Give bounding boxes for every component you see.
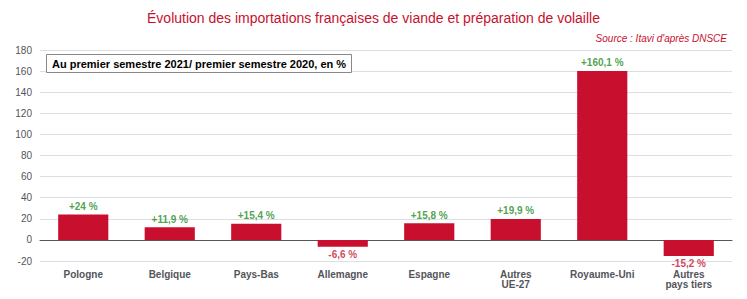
svg-text:pays tiers: pays tiers xyxy=(665,279,712,290)
svg-text:100: 100 xyxy=(15,129,32,140)
svg-text:0: 0 xyxy=(26,234,32,245)
svg-text:Espagne: Espagne xyxy=(408,269,450,280)
svg-text:+15,4 %: +15,4 % xyxy=(238,210,275,221)
svg-text:40: 40 xyxy=(21,192,33,203)
svg-text:120: 120 xyxy=(15,108,32,119)
svg-text:Autres: Autres xyxy=(499,268,532,280)
svg-text:-20: -20 xyxy=(18,256,33,267)
svg-text:+11,9 %: +11,9 % xyxy=(152,214,189,225)
svg-text:-6,6 %: -6,6 % xyxy=(328,249,357,260)
svg-text:60: 60 xyxy=(21,171,33,182)
svg-text:180: 180 xyxy=(15,45,32,56)
svg-text:+160,1 %: +160,1 % xyxy=(581,57,624,68)
svg-text:Allemagne: Allemagne xyxy=(317,269,368,280)
svg-text:UE-27: UE-27 xyxy=(502,279,531,290)
svg-text:Source : Itavi d'après DNSCE: Source : Itavi d'après DNSCE xyxy=(596,33,728,44)
svg-text:Pays-Bas: Pays-Bas xyxy=(234,269,279,280)
svg-text:Au premier semestre 2021/ prem: Au premier semestre 2021/ premier semest… xyxy=(52,58,346,70)
svg-text:160: 160 xyxy=(15,66,32,77)
svg-text:+15,8 %: +15,8 % xyxy=(411,210,448,221)
svg-text:Évolution des importations fra: Évolution des importations françaises de… xyxy=(147,10,600,26)
svg-text:+19,9 %: +19,9 % xyxy=(497,205,534,216)
svg-text:Belgique: Belgique xyxy=(149,269,192,280)
svg-text:Pologne: Pologne xyxy=(64,269,104,280)
svg-text:Autres: Autres xyxy=(672,268,705,280)
svg-text:20: 20 xyxy=(21,213,33,224)
svg-text:140: 140 xyxy=(15,87,32,98)
svg-text:80: 80 xyxy=(21,150,33,161)
svg-text:+24 %: +24 % xyxy=(69,201,98,212)
svg-text:-15,2 %: -15,2 % xyxy=(672,258,707,269)
svg-text:Royaume-Uni: Royaume-Uni xyxy=(570,269,635,280)
